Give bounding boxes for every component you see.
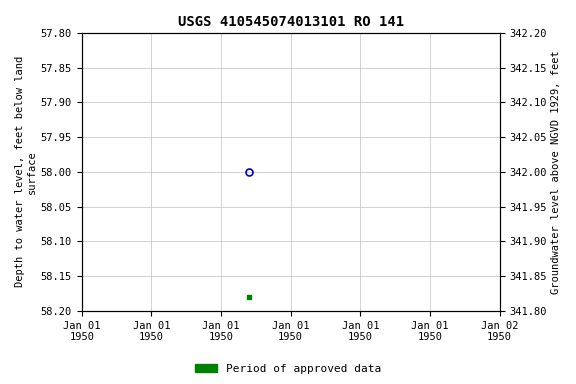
Title: USGS 410545074013101 RO 141: USGS 410545074013101 RO 141 — [177, 15, 404, 29]
Legend: Period of approved data: Period of approved data — [191, 359, 385, 379]
Y-axis label: Depth to water level, feet below land
surface: Depth to water level, feet below land su… — [15, 56, 37, 288]
Y-axis label: Groundwater level above NGVD 1929, feet: Groundwater level above NGVD 1929, feet — [551, 50, 561, 294]
